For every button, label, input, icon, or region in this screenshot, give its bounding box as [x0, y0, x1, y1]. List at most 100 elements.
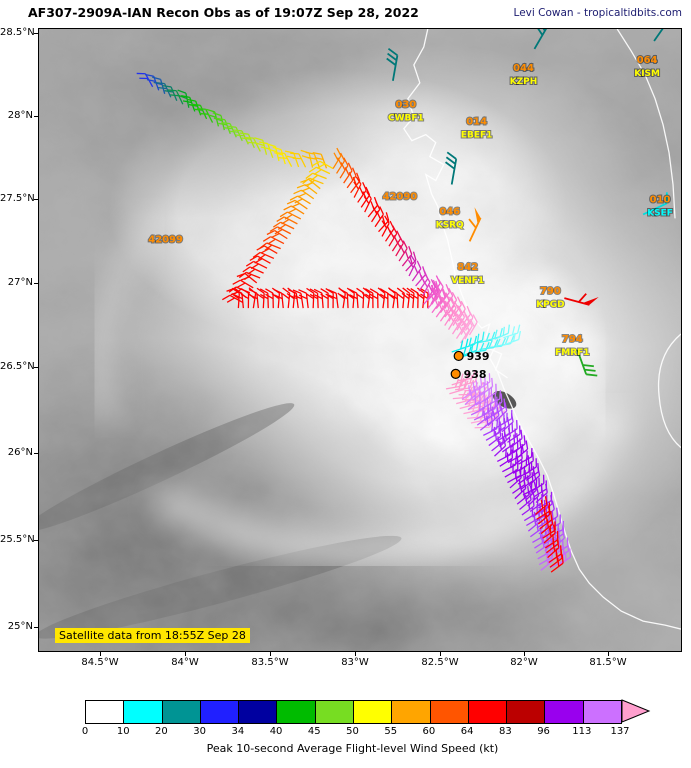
station-pressure-value: 010 [650, 194, 671, 205]
wind-barb [520, 472, 534, 491]
wind-barb [451, 371, 469, 386]
station-42090: 42090 [382, 190, 419, 203]
colorbar-tick-label: 34 [231, 726, 245, 737]
wind-barb [494, 437, 507, 457]
lon-tick-mark [355, 652, 356, 656]
lat-tick-mark [34, 627, 38, 628]
wind-barb [339, 288, 349, 309]
wind-barb [550, 554, 564, 573]
station-pressure-value: 790 [540, 286, 561, 297]
wind-barb [348, 288, 359, 309]
wind-barb [327, 289, 339, 309]
flight-leg-eye-calm [451, 324, 522, 360]
wind-barb [461, 381, 475, 400]
station-pressure-value: 064 [637, 55, 658, 66]
lon-tick-mark [524, 652, 525, 656]
wind-barb [445, 377, 465, 390]
credit-text: Levi Cowan - tropicaltidbits.com [513, 7, 682, 19]
station-id-label: KZPH [510, 77, 538, 87]
wind-barb [495, 402, 508, 422]
lon-tick-mark [440, 652, 441, 656]
wind-barb [256, 287, 265, 309]
lake-okeechobee-shore [657, 333, 681, 449]
florida-west-coast [403, 29, 681, 630]
flight-leg-triangle-left [222, 160, 334, 304]
lat-tick-label: 27.5°N [0, 193, 35, 204]
station-pressure-value: 42099 [148, 234, 183, 245]
wind-barb [248, 288, 259, 309]
lon-tick-label: 83.5°W [251, 657, 289, 668]
wind-barb [252, 251, 275, 261]
wind-barb [528, 466, 541, 487]
wind-barb [494, 324, 510, 340]
wind-barb [376, 287, 386, 309]
colorbar-segment [467, 701, 507, 723]
wind-barb [389, 288, 399, 309]
flight-leg-triangle-bottom [231, 287, 429, 309]
station-pressure-value: 842 [457, 262, 478, 273]
wind-barb [355, 287, 365, 309]
wind-barb [371, 201, 381, 223]
plot-title: AF307-2909A-IAN Recon Obs as of 19:07Z S… [28, 5, 419, 20]
colorbar-segment [582, 701, 621, 723]
wind-barb [369, 288, 379, 309]
lon-tick-mark [185, 652, 186, 656]
station-KSRQ: 046 KSRQ [435, 151, 465, 231]
wind-barb [353, 176, 362, 198]
wind-barb [336, 152, 346, 174]
colorbar-segment [506, 701, 545, 723]
wind-barb [468, 331, 485, 347]
station-id-label: KSEF [647, 208, 673, 218]
wind-barb [361, 287, 371, 309]
lon-tick-label: 84.5°W [81, 657, 119, 668]
wind-barb [312, 152, 328, 169]
center-fix-dot [450, 368, 461, 379]
station-id-label: KSRQ [436, 220, 464, 230]
lat-tick-label: 25°N [7, 621, 33, 632]
lon-tick-label: 84°W [171, 657, 199, 668]
wind-barb [293, 189, 315, 200]
station-pressure-value: 794 [562, 334, 583, 345]
wind-barb [269, 226, 292, 235]
colorbar-caption: Peak 10-second Average Flight-level Wind… [206, 742, 499, 755]
station-KISM: 064 KISM [633, 29, 670, 80]
station-wind-barb-icon [564, 293, 599, 306]
lat-tick-mark [34, 453, 38, 454]
wind-barb [537, 505, 551, 525]
wind-barb [451, 313, 462, 335]
wind-barb [266, 230, 288, 240]
wind-barb [444, 304, 454, 326]
station-id-label: FMRF1 [555, 348, 589, 358]
wind-barb [275, 152, 293, 167]
wind-barb [410, 287, 419, 309]
station-pressure-value: 42090 [383, 191, 418, 202]
station-id-label: KISM [634, 69, 660, 79]
station-42099: 42099 [147, 233, 184, 246]
wind-barb [162, 84, 178, 102]
lat-tick-mark [34, 367, 38, 368]
colorbar-tick-label: 96 [537, 726, 550, 737]
station-wind-barb-icon [386, 47, 399, 81]
lat-tick-label: 26.5°N [0, 361, 35, 372]
wind-barb [191, 103, 208, 120]
wind-barb [232, 279, 254, 289]
wind-barb [499, 449, 513, 467]
wind-barb [289, 195, 311, 205]
wind-barb [491, 432, 504, 452]
center-fix-dot [453, 350, 464, 362]
wind-barb [227, 125, 243, 142]
wind-barb [262, 236, 285, 245]
station-KPGD: 790 KPGD [535, 285, 599, 311]
wind-barb [496, 445, 512, 462]
lat-tick-label: 28°N [7, 110, 33, 121]
colorbar-tick-label: 20 [155, 726, 168, 737]
station-EBEF1: 014 EBEF1 [460, 116, 493, 142]
wind-barb [290, 152, 307, 168]
wind-barb [487, 406, 500, 427]
station-wind-barb-icon [653, 29, 670, 42]
colorbar-tick-label: 30 [193, 726, 206, 737]
station-KSEF: 010 KSEF [642, 192, 674, 219]
station-id-label: CWBF1 [388, 114, 424, 124]
wind-barb [363, 191, 372, 213]
